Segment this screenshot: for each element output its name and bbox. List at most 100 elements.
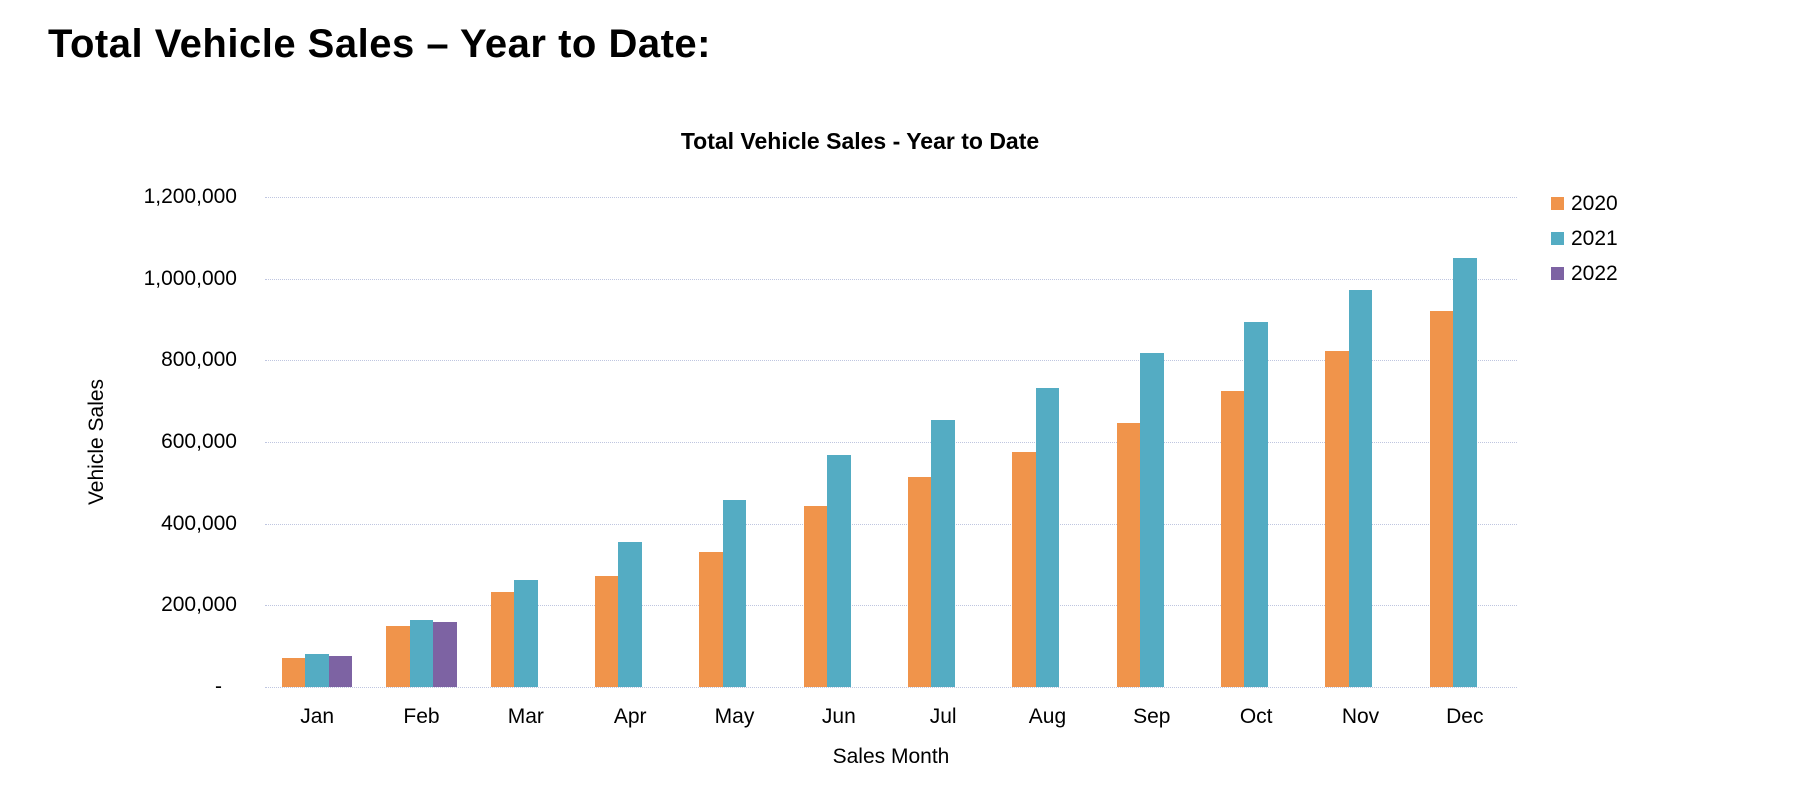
bar-group-Jul [891,197,995,687]
x-tick-Jul: Jul [929,705,957,728]
bar-slot-2022-Mar [538,197,561,687]
bar-2021-Apr[interactable] [618,542,642,687]
bar-slot-2020-Jan [282,197,306,687]
bar-2021-Feb[interactable] [409,620,434,687]
gridline-400000 [265,523,1517,525]
bar-2020-Sep[interactable] [1116,423,1141,687]
legend-label: 2021 [1571,226,1618,250]
bar-group-Oct [1204,197,1308,687]
bar-slot-2022-Apr [642,197,665,687]
bar-slot-2020-Oct [1221,197,1245,687]
bar-slot-2020-Feb [386,197,410,687]
bar-2020-Dec[interactable] [1429,311,1454,687]
bar-slot-2021-Jul [931,197,955,687]
plot-area [265,197,1517,688]
bar-slot-2021-Oct [1244,197,1268,687]
bar-slot-2022-Nov [1372,197,1395,687]
gridline-1200000 [265,197,1517,198]
bar-group-Feb [369,197,473,687]
bar-slot-2020-Nov [1325,197,1349,687]
bar-2020-Jun[interactable] [803,506,828,687]
bar-slot-2022-Sep [1164,197,1187,687]
legend-item-2022[interactable]: 2022 [1551,256,1618,291]
x-tick-Jan: Jan [300,705,335,728]
x-axis-title: Sales Month [832,745,950,768]
bar-slot-2022-Oct [1268,197,1291,687]
legend-swatch-icon [1551,197,1564,210]
bar-group-Aug [995,197,1099,687]
bar-2020-Apr[interactable] [595,576,619,687]
bar-2020-Jul[interactable] [908,476,932,687]
bar-2020-Mar[interactable] [490,592,515,687]
y-tick-label: 400,000 [161,511,237,535]
bar-slot-2021-May [722,197,747,687]
bar-slot-2021-Sep [1140,197,1164,687]
x-tick-Feb: Feb [403,705,440,728]
bar-slot-2021-Dec [1453,197,1477,687]
bar-slot-2020-Apr [595,197,619,687]
bar-slot-2022-Aug [1059,197,1082,687]
bar-2020-Nov[interactable] [1325,351,1349,687]
x-tick-Dec: Dec [1446,705,1484,728]
bar-slot-2022-Jun [851,197,874,687]
bar-group-Jan [265,197,369,687]
vehicle-sales-chart: Total Vehicle Sales - Year to Date Vehic… [80,125,1640,785]
bar-2021-Jun[interactable] [827,455,851,687]
bar-2020-May[interactable] [699,551,723,687]
bar-group-Mar [474,197,578,687]
bar-2021-May[interactable] [722,500,747,687]
bar-2021-Nov[interactable] [1348,289,1373,687]
bar-2020-Jan[interactable] [282,658,306,687]
bar-slot-2022-Dec [1477,197,1500,687]
bar-2020-Feb[interactable] [386,626,410,687]
bar-slot-2020-Sep [1116,197,1141,687]
bar-group-Nov [1308,197,1412,687]
bar-2021-Oct[interactable] [1244,322,1268,687]
x-tick-Oct: Oct [1239,705,1273,728]
x-tick-May: May [714,705,755,728]
bar-slot-2020-Mar [490,197,515,687]
chart-title: Total Vehicle Sales - Year to Date [680,128,1040,154]
bar-2021-Mar[interactable] [514,580,538,687]
bar-2020-Aug[interactable] [1012,451,1036,687]
bar-2021-Aug[interactable] [1035,387,1060,687]
bar-group-May [682,197,786,687]
y-tick-label: 200,000 [161,593,237,617]
x-tick-Mar: Mar [507,705,544,728]
bar-2020-Oct[interactable] [1221,391,1245,687]
x-tick-Sep: Sep [1133,705,1171,728]
legend-item-2021[interactable]: 2021 [1551,221,1618,256]
bar-2021-Jan[interactable] [305,653,329,687]
legend: 2020 2021 2022 [1551,186,1618,291]
y-tick-label: 1,200,000 [143,185,237,208]
bar-slot-2021-Aug [1035,197,1060,687]
x-tick-Aug: Aug [1028,705,1067,728]
bar-slot-2022-Jul [955,197,978,687]
gridline-600000 [265,442,1517,443]
bar-slot-2020-Dec [1429,197,1454,687]
x-tick-Nov: Nov [1341,705,1380,728]
legend-item-2020[interactable]: 2020 [1551,186,1618,221]
bar-slot-2021-Mar [514,197,538,687]
legend-label: 2022 [1571,261,1618,285]
bar-group-Sep [1100,197,1204,687]
legend-swatch-icon [1551,232,1564,245]
bar-2022-Feb[interactable] [433,622,457,687]
page-title: Total Vehicle Sales – Year to Date: [48,22,711,66]
legend-swatch-icon [1551,267,1564,280]
bar-group-Dec [1413,197,1517,687]
bar-2021-Jul[interactable] [931,419,955,687]
legend-label: 2020 [1571,191,1618,215]
bar-2021-Dec[interactable] [1453,257,1477,687]
bar-slot-2022-Feb [433,197,457,687]
gridline-1000000 [265,278,1517,280]
bar-group-Jun [787,197,891,687]
bar-2021-Sep[interactable] [1140,353,1164,687]
bar-2022-Jan[interactable] [328,655,353,687]
gridline-200000 [265,605,1517,607]
bar-slot-2020-Aug [1012,197,1036,687]
bar-slot-2021-Nov [1348,197,1373,687]
y-tick-label: - [215,675,222,698]
y-tick-label: 600,000 [161,430,237,453]
bar-slot-2020-Jul [908,197,932,687]
